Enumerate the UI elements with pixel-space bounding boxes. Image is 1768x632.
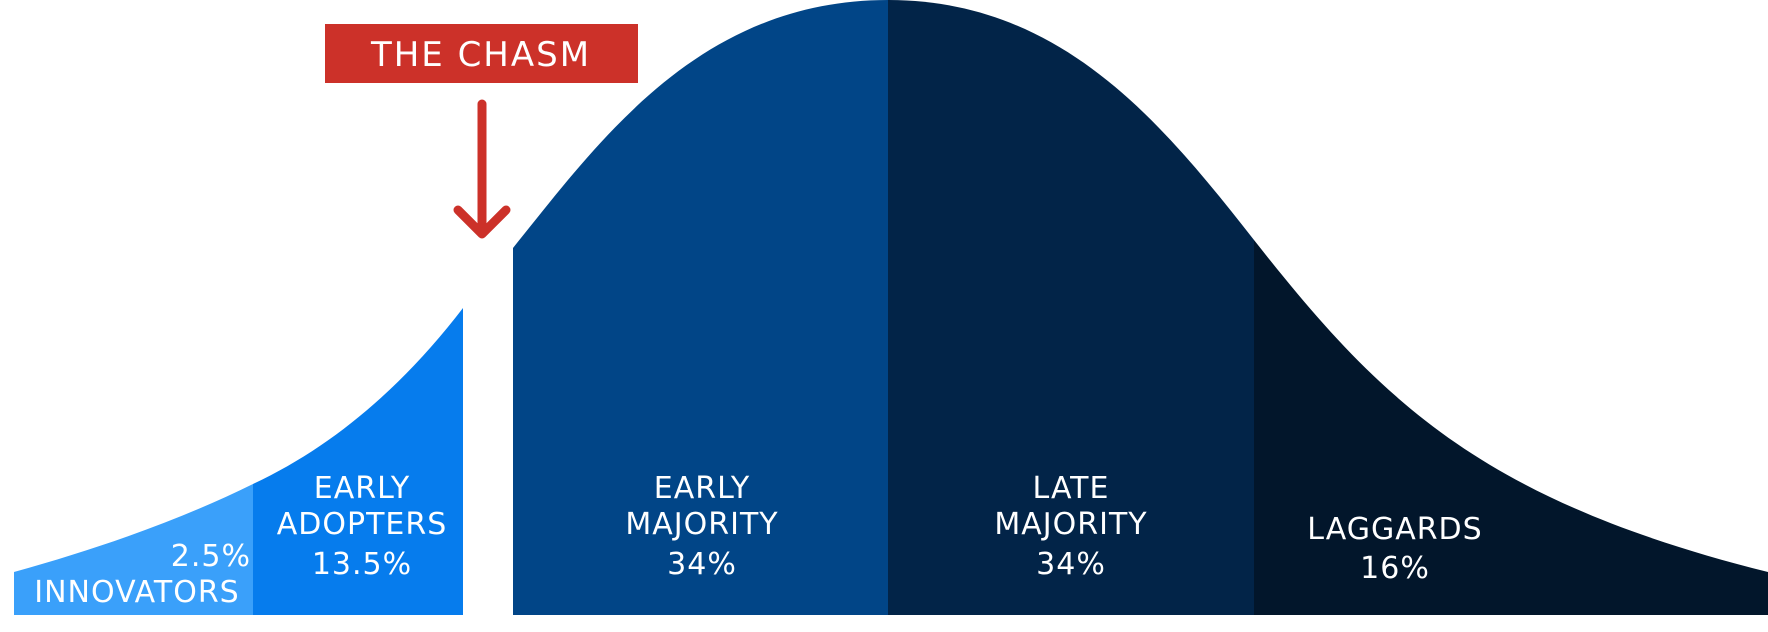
early-majority-name-line2: MAJORITY: [625, 507, 778, 542]
laggards-percent: 16%: [1360, 551, 1430, 586]
chasm-banner: [325, 24, 638, 83]
innovators-percent: 2.5%: [171, 539, 251, 574]
chasm-label: THE CHASM: [370, 35, 591, 75]
innovators-name: INNOVATORS: [34, 575, 239, 610]
segment-innovators-area: [14, 484, 253, 615]
segment-laggards-area: [1254, 240, 1768, 615]
late-majority-percent: 34%: [1036, 547, 1106, 582]
early-majority-percent: 34%: [667, 547, 737, 582]
chasm-arrow-icon: [453, 99, 511, 239]
early-adopters-name-line2: ADOPTERS: [277, 507, 448, 542]
segment-early-majority-area: [513, 0, 888, 615]
segment-late-majority-area: [888, 0, 1254, 615]
late-majority-name-line1: LATE: [1033, 471, 1110, 506]
early-adopters-percent: 13.5%: [312, 547, 412, 582]
early-majority-name-line1: EARLY: [654, 471, 750, 506]
segment-early-adopters-area: [253, 308, 463, 615]
laggards-name: LAGGARDS: [1307, 512, 1482, 547]
late-majority-name-line2: MAJORITY: [994, 507, 1147, 542]
early-adopters-name-line1: EARLY: [314, 471, 410, 506]
